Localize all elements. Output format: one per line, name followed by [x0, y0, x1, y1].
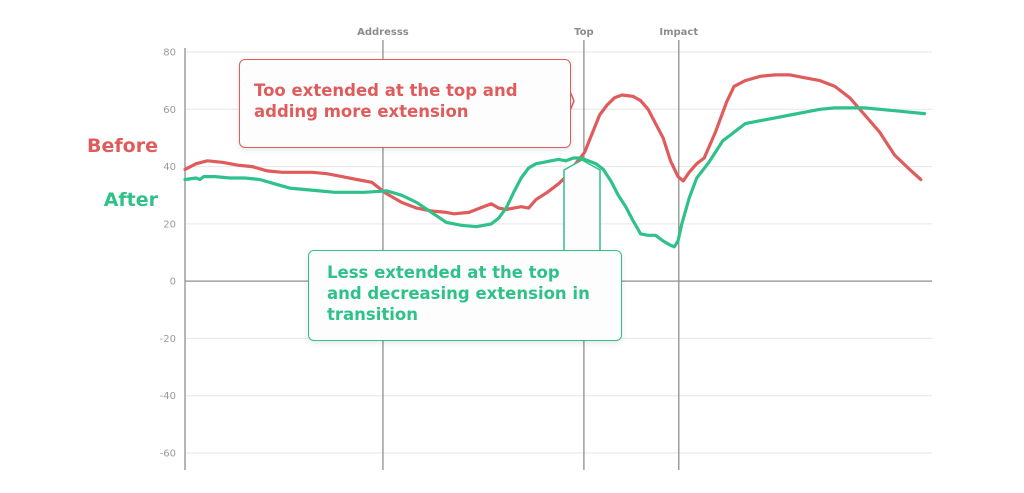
y-axis: 80 60 40 20 0 -20 -40 -60: [160, 48, 186, 470]
phase-marker-label: Impact: [659, 27, 698, 38]
after-callout-text: Less extended at the top and decreasing …: [327, 263, 590, 324]
y-tick-label: 80: [163, 48, 176, 59]
after-series-line: [183, 106, 927, 249]
y-tick-label: 60: [163, 105, 176, 116]
after-callout: Less extended at the top and decreasing …: [308, 250, 622, 341]
before-callout-text: Too extended at the top and adding more …: [254, 81, 518, 121]
after-callout-pointer: [563, 159, 601, 251]
y-tick-label: 40: [163, 162, 176, 173]
phase-marker-label: Addresss: [357, 27, 409, 38]
before-legend-label: Before: [87, 135, 158, 157]
y-tick-label: -60: [160, 449, 176, 460]
y-tick-label: -20: [160, 334, 176, 345]
series-lines: [183, 73, 927, 249]
after-legend-label: After: [104, 189, 159, 211]
before-series-line: [183, 73, 923, 216]
phase-marker-label: Top: [574, 27, 594, 38]
y-tick-label: 0: [170, 277, 176, 288]
y-tick-label: -40: [160, 391, 176, 402]
y-tick-label: 20: [163, 219, 176, 230]
before-callout: Too extended at the top and adding more …: [239, 59, 571, 148]
